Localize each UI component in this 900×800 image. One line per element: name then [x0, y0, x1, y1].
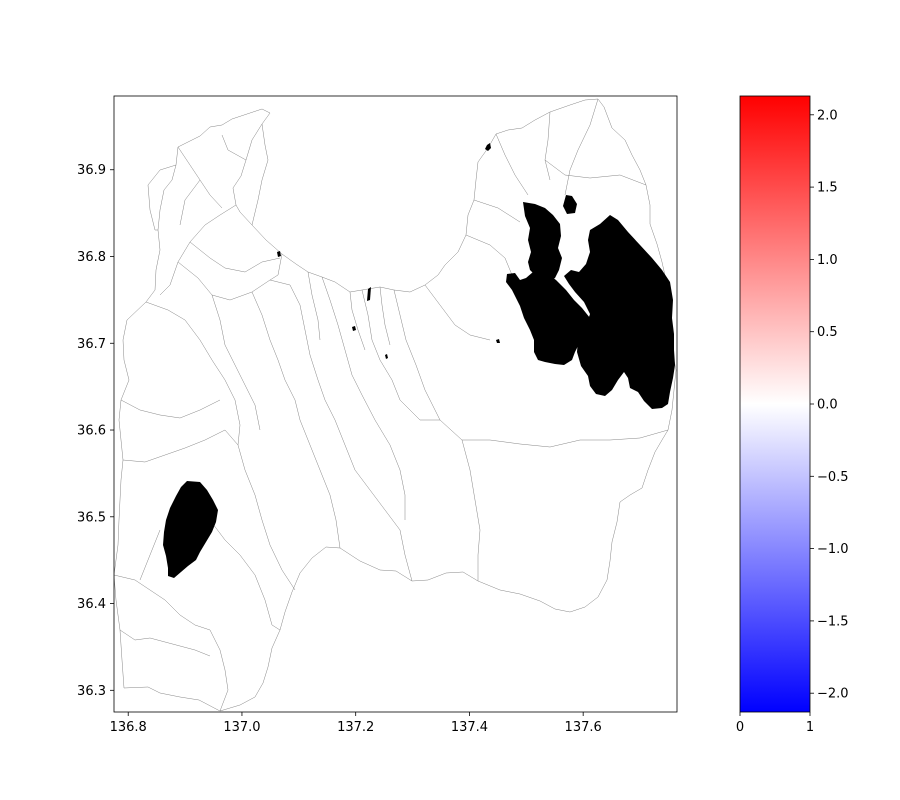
map-y-ticks: 36.3 36.4 36.5 36.6 36.7 36.8 36.9 [77, 163, 114, 699]
map-y-tick-label: 36.6 [77, 424, 106, 439]
colorbar-tick-label: 0.0 [817, 398, 838, 413]
map-x-tick-label: 137.2 [337, 720, 374, 735]
map-y-tick-label: 36.4 [77, 597, 106, 612]
map-x-tick-label: 137.4 [451, 720, 488, 735]
colorbar-x-tick-label: 0 [736, 720, 744, 735]
colorbar-x-tick-label: 1 [806, 720, 814, 735]
map-x-tick-label: 136.8 [110, 720, 147, 735]
colorbar-gradient [740, 96, 810, 712]
colorbar-tick-label: −0.5 [817, 470, 849, 485]
map-plot-area [114, 96, 677, 712]
colorbar-tick-label: −1.5 [817, 614, 849, 629]
map-x-tick-label: 137.0 [223, 720, 260, 735]
colorbar-tick-label: 0.5 [817, 325, 838, 340]
map-y-tick-label: 36.5 [77, 510, 106, 525]
map-y-tick-label: 36.3 [77, 684, 106, 699]
map-y-tick-label: 36.9 [77, 163, 106, 178]
colorbar-tick-label: −1.0 [817, 542, 849, 557]
map-y-tick-label: 36.8 [77, 250, 106, 265]
map-y-tick-label: 36.7 [77, 337, 106, 352]
colorbar-tick-label: 1.0 [817, 253, 838, 268]
colorbar-tick-label: −2.0 [817, 687, 849, 702]
colorbar-tick-label: 1.5 [817, 181, 838, 196]
colorbar-tick-label: 2.0 [817, 108, 838, 123]
colorbar-y-ticks: −2.0 −1.5 −1.0 −0.5 0.0 0.5 1.0 1.5 2.0 [810, 108, 849, 701]
map-axes: 136.8 137.0 137.2 137.4 137.6 36.336.436.536… [77, 96, 677, 735]
map-x-ticks: 136.8 137.0 137.2 137.4 137.6 [110, 712, 602, 735]
map-x-tick-label: 137.6 [565, 720, 602, 735]
